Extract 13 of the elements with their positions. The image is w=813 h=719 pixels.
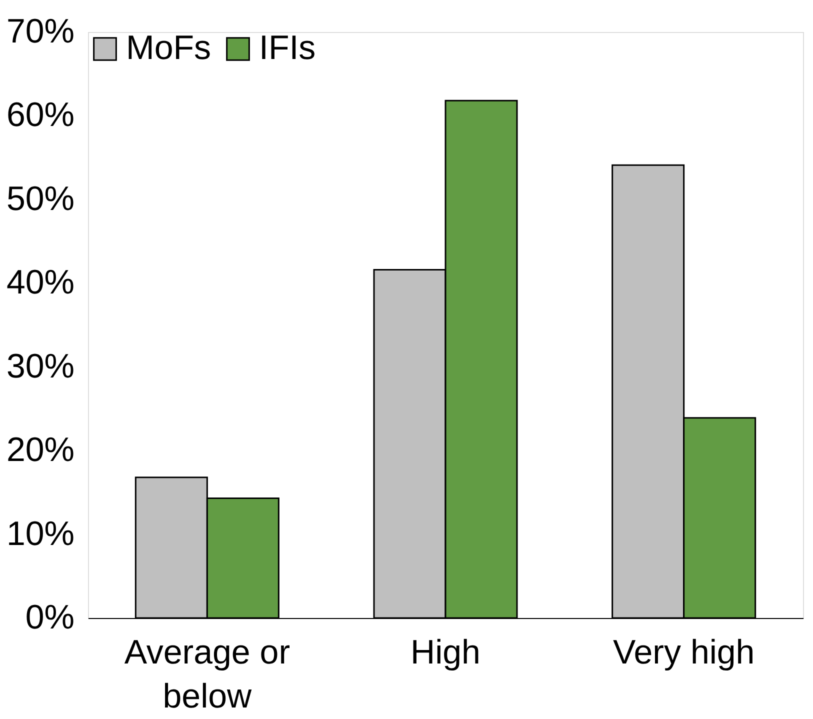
y-tick-label: 70%: [6, 12, 74, 50]
legend-label: MoFs: [126, 29, 211, 67]
y-tick-label: 40%: [6, 264, 74, 302]
x-tick-label: Average or below: [124, 634, 290, 716]
x-tick-label: Very high: [612, 634, 755, 672]
y-tick-label: 50%: [6, 180, 74, 218]
x-tick-label: High: [410, 634, 480, 672]
y-tick-label: 20%: [6, 431, 74, 470]
y-tick-label: 30%: [6, 347, 74, 386]
legend-label: IFIs: [259, 29, 316, 67]
y-tick-label: 0%: [25, 598, 74, 636]
y-tick-label: 60%: [6, 96, 74, 134]
y-tick-label: 10%: [6, 514, 74, 553]
